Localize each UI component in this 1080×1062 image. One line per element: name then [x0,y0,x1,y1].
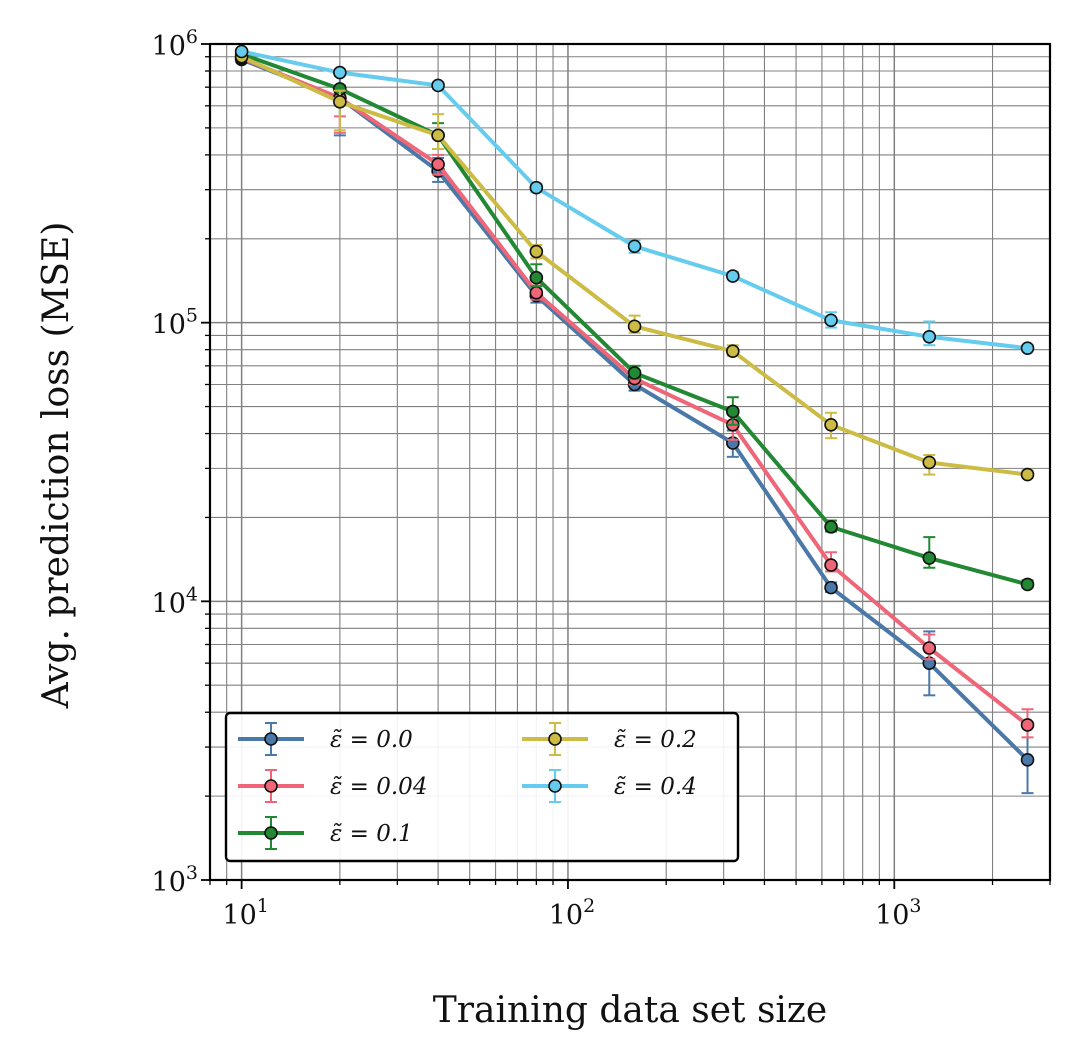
x-axis-label: Training data set size [433,990,827,1031]
legend-item: ε̃ = 0.1 [238,816,413,850]
data-point [726,269,740,283]
legend-label: ε̃ = 0.2 [614,727,697,753]
y-axis-label: Avg. prediction loss (MSE) [36,222,77,710]
data-point [234,44,249,59]
legend: ε̃ = 0.0 ε̃ = 0.04 ε̃ = 0.1 ε̃ = 0.2 ε̃ = 0.… [224,711,740,863]
legend-marker [548,779,562,793]
legend-label: ε̃ = 0.4 [614,774,697,800]
legend-marker [548,732,562,746]
legend-item: ε̃ = 0.4 [522,769,697,803]
data-point [1020,341,1035,355]
y-tick-label: 103 [152,862,198,898]
data-point [1020,467,1035,482]
y-tick-label: 105 [152,305,198,341]
legend-marker [264,779,278,793]
data-point [431,78,445,93]
data-point [922,329,937,344]
legend-label: ε̃ = 0.0 [330,727,413,753]
series-line [240,54,1028,477]
data-point [333,95,347,109]
y-tick-label: 106 [152,26,198,62]
data-point [1020,718,1035,732]
data-point [726,404,740,419]
x-tick-label: 103 [875,895,921,931]
legend-item: ε̃ = 0.0 [238,722,413,756]
data-point [529,244,544,259]
x-tick-label: 102 [549,895,595,931]
legend-item: ε̃ = 0.2 [522,722,697,756]
legend-box [224,711,740,863]
y-tick-label: 104 [152,583,198,619]
data-point [1020,577,1035,592]
data-point [627,366,642,380]
x-tick-label: 101 [222,895,268,931]
series-line [240,57,1029,762]
data-point [726,344,740,358]
axis-tick-labels: 101 102 103 103 104 105 106 [152,26,922,931]
data-point [627,239,642,254]
data-point [922,641,937,655]
plot-frame [208,42,1052,882]
data-point [824,558,838,572]
axis-ticks [201,43,1051,889]
data-point [529,285,544,300]
series-layer [234,44,1035,795]
data-point [824,418,838,432]
data-point [627,319,642,334]
data-point [529,180,544,195]
legend-label: ε̃ = 0.1 [330,821,413,847]
series-4 [234,44,1035,355]
data-point [824,580,838,595]
data-point [824,313,838,328]
data-point [824,520,838,534]
series-0 [234,52,1035,795]
data-point [333,65,347,80]
data-point [431,128,445,143]
data-point [922,455,937,470]
data-point [529,270,544,285]
legend-marker [264,826,278,840]
legend-label: ε̃ = 0.04 [330,774,427,800]
data-point [922,551,937,565]
series-3 [234,49,1035,482]
legend-item: ε̃ = 0.04 [238,769,427,803]
data-point [431,157,445,172]
legend-marker [264,732,278,746]
data-point [1020,752,1035,767]
